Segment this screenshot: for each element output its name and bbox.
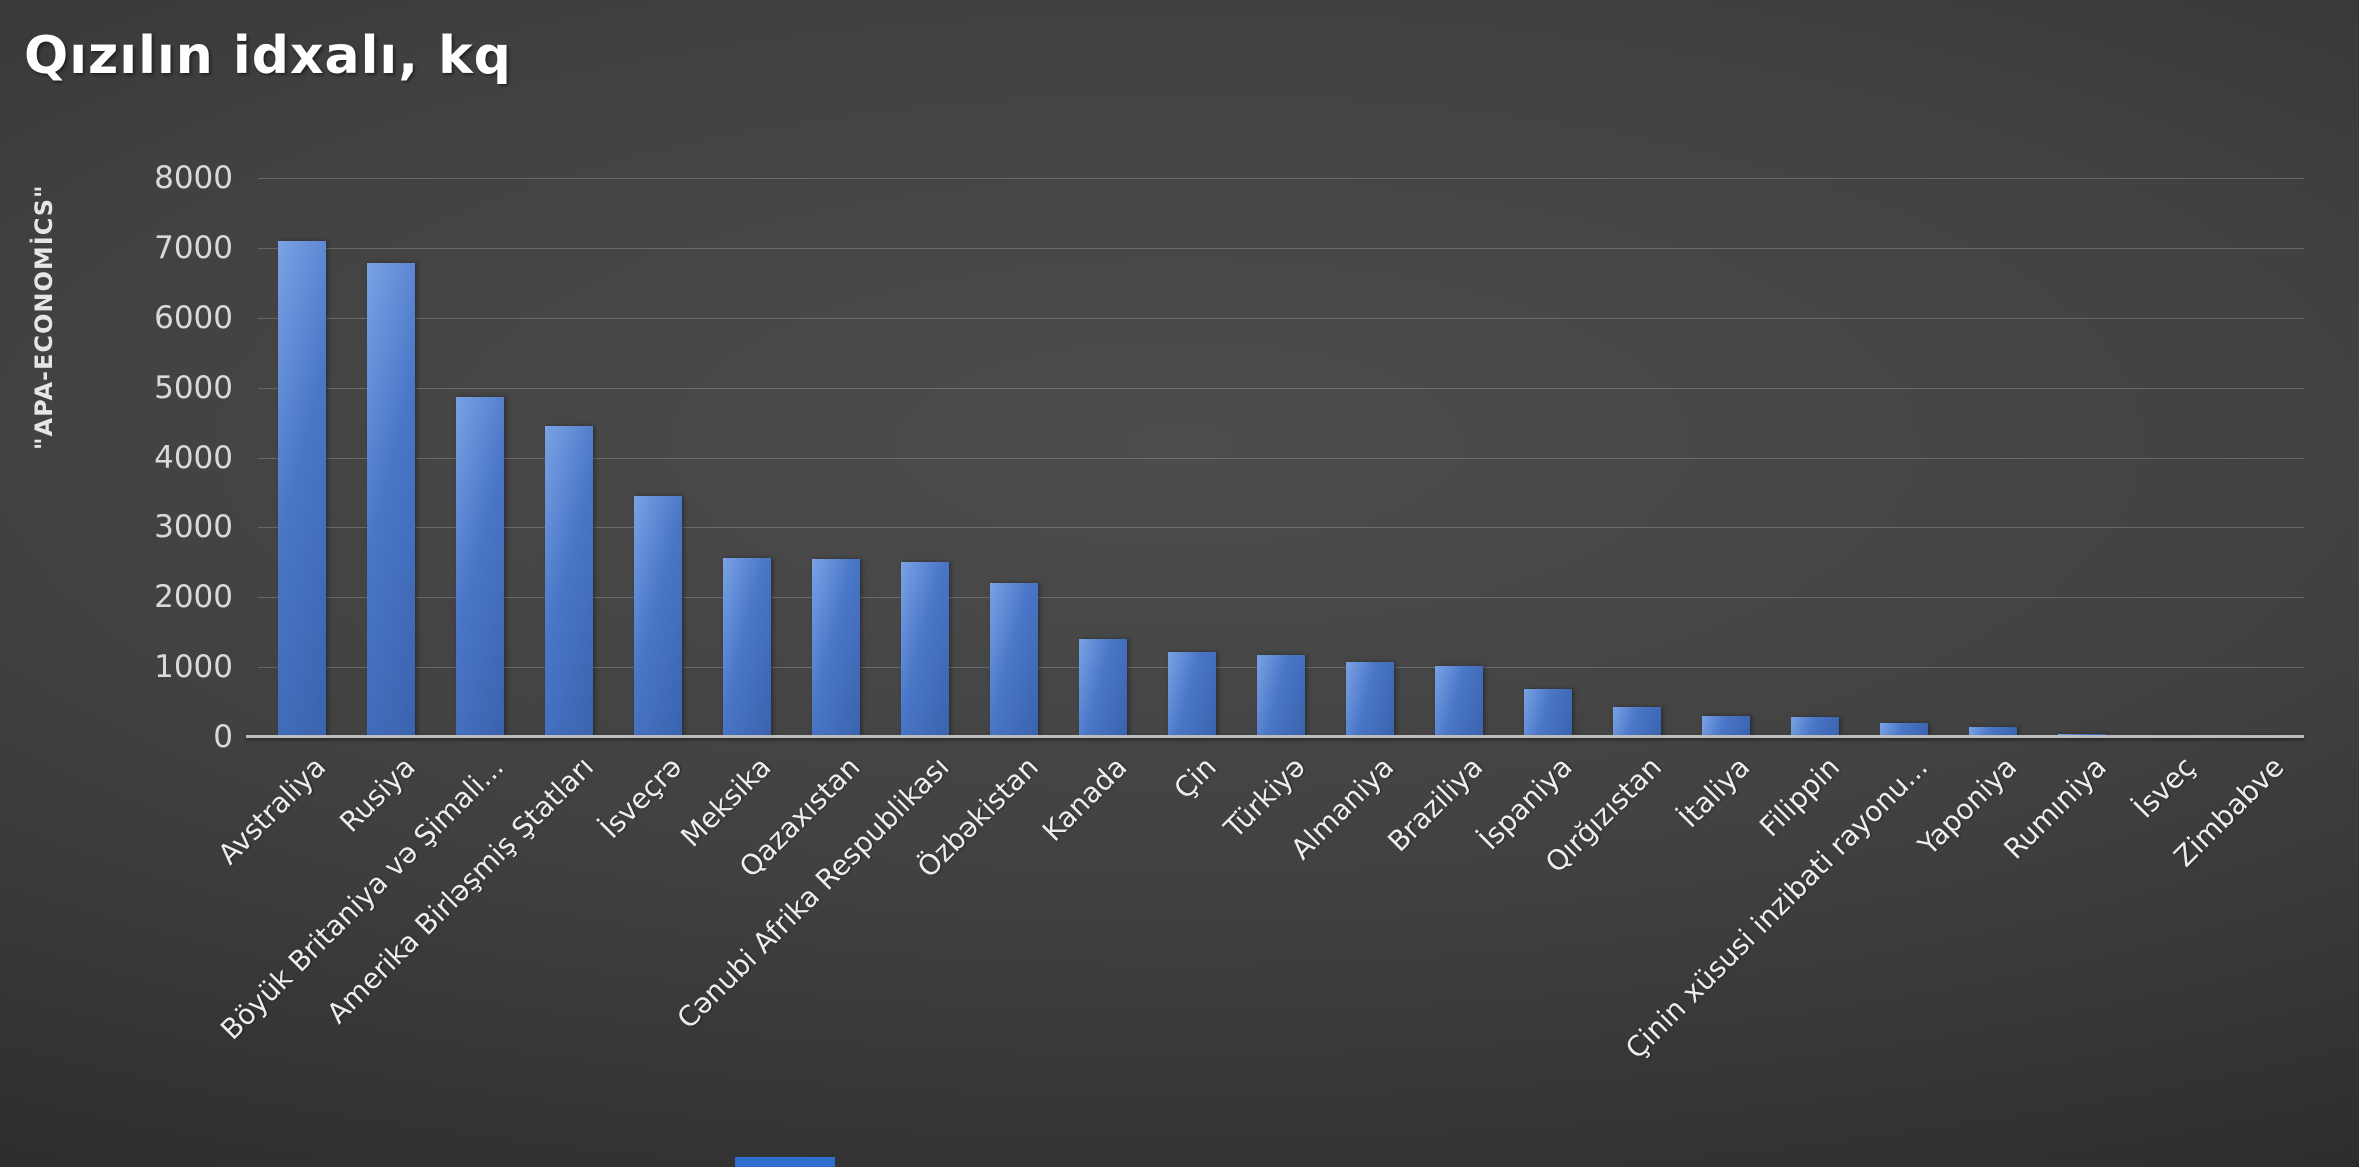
- bar-18: [1880, 723, 1928, 737]
- y-tick-label: 1000: [154, 649, 233, 686]
- bottom-blue-strip: [735, 1157, 835, 1167]
- y-tick-label: 2000: [154, 579, 233, 616]
- bar-10: [1168, 652, 1216, 737]
- y-tick-label: 7000: [154, 229, 233, 266]
- gridline: [258, 527, 2304, 529]
- x-axis-category-label: Çin: [1167, 750, 1223, 806]
- bar-5: [723, 558, 771, 737]
- bar-6: [812, 559, 860, 737]
- bar-8: [990, 583, 1038, 737]
- bar-1: [367, 263, 415, 737]
- bar-3: [545, 426, 593, 737]
- bar-0: [278, 241, 326, 737]
- x-axis-category-label: Braziliya: [1381, 750, 1490, 859]
- x-axis-category-label: Avstraliya: [211, 750, 333, 871]
- gridline: [258, 247, 2304, 249]
- y-tick-label: 5000: [154, 369, 233, 406]
- gridline: [258, 387, 2304, 389]
- bar-17: [1791, 717, 1839, 737]
- x-axis-category-label: İtaliya: [1672, 750, 1757, 835]
- x-axis-category-label: Kanada: [1036, 750, 1134, 848]
- x-axis-category-label: İsveç: [2127, 750, 2202, 825]
- bar-7: [901, 562, 949, 737]
- y-tick-label: 3000: [154, 509, 233, 546]
- bar-9: [1079, 639, 1127, 737]
- gridline: [258, 457, 2304, 459]
- source-watermark-label: "APA-ECONOMİCS": [30, 184, 58, 450]
- bar-2: [456, 397, 504, 737]
- gridline: [258, 317, 2304, 319]
- x-axis-line: [246, 735, 2304, 738]
- plot-area: 0 1000 2000 3000 4000 5000 6000 7000 8000: [154, 163, 2304, 753]
- chart-title: Qızılın idxalı, kq: [24, 26, 512, 86]
- bar-4: [634, 496, 682, 737]
- y-tick-label: 4000: [154, 439, 233, 476]
- bar-13: [1435, 666, 1483, 737]
- bar-16: [1702, 716, 1750, 737]
- y-tick-label: 6000: [154, 299, 233, 336]
- bar-12: [1346, 662, 1394, 737]
- gridline: [258, 597, 2304, 599]
- x-axis-labels: Avstraliya Rusiya Böyük Britaniya və Şimal…: [212, 750, 2304, 1151]
- x-axis-category-label: Rusiya: [333, 750, 422, 839]
- y-tick-label: 8000: [154, 160, 233, 196]
- gridline: [258, 178, 2304, 179]
- bar-19: [1969, 727, 2017, 737]
- bar-14: [1524, 689, 1572, 737]
- y-tick-label: 0: [213, 719, 233, 755]
- bar-15: [1613, 707, 1661, 737]
- bar-11: [1257, 655, 1305, 737]
